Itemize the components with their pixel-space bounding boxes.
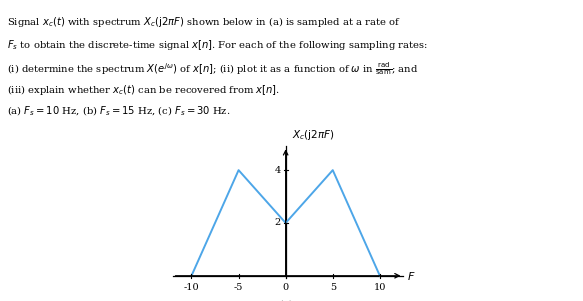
Text: 2: 2: [275, 219, 281, 228]
Text: $F$: $F$: [407, 270, 416, 282]
Text: 0: 0: [283, 283, 289, 292]
Text: -10: -10: [184, 283, 199, 292]
Text: (iii) explain whether $x_c(t)$ can be recovered from $x[n]$.: (iii) explain whether $x_c(t)$ can be re…: [7, 82, 280, 97]
Text: 10: 10: [374, 283, 386, 292]
Text: $F_s$ to obtain the discrete-time signal $x[n]$. For each of the following sampl: $F_s$ to obtain the discrete-time signal…: [7, 38, 428, 52]
Text: 4: 4: [275, 166, 281, 175]
Text: Signal $x_c(t)$ with spectrum $X_c(\mathrm{j}2\pi F)$ shown below in (a) is samp: Signal $x_c(t)$ with spectrum $X_c(\math…: [7, 15, 401, 29]
Text: (a) $F_s = 10$ Hz, (b) $F_s = 15$ Hz, (c) $F_s = 30$ Hz.: (a) $F_s = 10$ Hz, (b) $F_s = 15$ Hz, (c…: [7, 105, 230, 119]
Text: -5: -5: [234, 283, 243, 292]
Text: (i) determine the spectrum $X(e^{j\omega})$ of $x[n]$; (ii) plot it as a functio: (i) determine the spectrum $X(e^{j\omega…: [7, 60, 419, 77]
Text: 5: 5: [330, 283, 336, 292]
Text: $X_c(\mathrm{j}2\pi F)$: $X_c(\mathrm{j}2\pi F)$: [292, 129, 335, 142]
